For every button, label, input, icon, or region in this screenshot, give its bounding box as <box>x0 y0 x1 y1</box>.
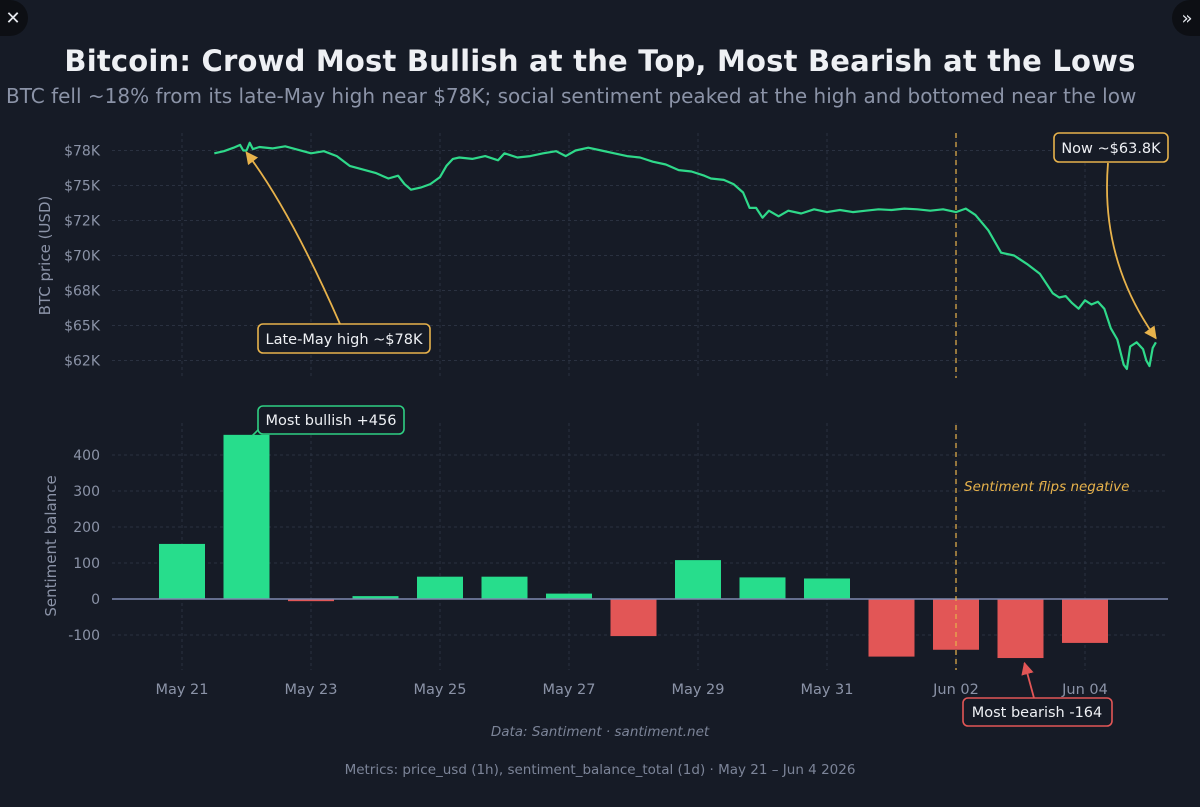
chart-subtitle: BTC fell ~18% from its late-May high nea… <box>6 84 1137 108</box>
x-tick-label: May 21 <box>155 682 208 698</box>
x-tick-label: May 23 <box>284 682 337 698</box>
high-callout-box <box>257 323 431 354</box>
sent-y-axis-label: Sentiment balance <box>42 475 60 616</box>
bullish-callout-label: Most bullish +456 <box>266 413 397 429</box>
price-y-tick-label: $70K <box>64 249 101 265</box>
sentiment-bar <box>804 578 850 599</box>
price-series-line <box>214 141 1157 370</box>
sentiment-bar <box>481 576 528 599</box>
sentiment-bar <box>675 560 721 599</box>
sentiment-bar <box>417 576 463 599</box>
price-y-tick-label: $75K <box>64 179 101 195</box>
sentiment-bar <box>546 593 592 599</box>
x-tick-label: May 27 <box>542 682 595 698</box>
bullish-callout-box <box>257 405 405 435</box>
price-y-tick-label: $72K <box>64 214 101 230</box>
sentiment-bar <box>868 599 915 657</box>
data-source-note: Data: Santiment · santiment.net <box>490 724 710 740</box>
price-y-tick-label: $65K <box>64 319 101 335</box>
sent-y-tick-label: -100 <box>68 628 100 644</box>
sentiment-bar <box>288 599 334 602</box>
sentiment-bar <box>997 599 1044 659</box>
now-callout-arrow <box>1106 162 1157 340</box>
high-callout-arrow <box>245 151 341 325</box>
sentiment-bar <box>739 577 786 599</box>
x-tick-label: Jun 02 <box>932 682 979 698</box>
sent-y-tick-label: 300 <box>73 484 100 500</box>
price-y-tick-label: $78K <box>64 144 101 160</box>
sent-y-tick-label: 200 <box>73 520 100 536</box>
chart-title: Bitcoin: Crowd Most Bullish at the Top, … <box>64 44 1136 78</box>
bullish-callout-pointer <box>251 429 259 437</box>
price-y-tick-label: $68K <box>64 284 101 300</box>
sent-y-tick-label: 0 <box>91 592 100 608</box>
x-tick-label: May 29 <box>671 682 724 698</box>
sentiment-bar <box>1062 599 1108 643</box>
bearish-callout-label: Most bearish -164 <box>972 705 1103 721</box>
sentiment-marker-label: Sentiment flips negative <box>964 479 1129 495</box>
sentiment-bar <box>223 434 270 599</box>
sentiment-bar <box>159 543 205 599</box>
price-y-tick-label: $62K <box>64 354 101 370</box>
sentiment-bar <box>610 599 657 637</box>
bearish-callout-box <box>962 697 1113 727</box>
sent-y-tick-label: 100 <box>73 556 100 572</box>
price-y-axis-label: BTC price (USD) <box>36 196 54 316</box>
close-icon[interactable]: ✕ <box>0 0 28 36</box>
sent-y-tick-label: 400 <box>73 448 100 464</box>
sentiment-bar <box>352 596 399 599</box>
metrics-note: Metrics: price_usd (1h), sentiment_balan… <box>344 762 856 778</box>
now-callout-box <box>1053 132 1169 163</box>
x-tick-label: Jun 04 <box>1061 682 1108 698</box>
bearish-callout-arrow <box>1021 661 1035 699</box>
high-callout-label: Late-May high ~$78K <box>266 332 423 348</box>
now-callout-label: Now ~$63.8K <box>1061 141 1161 157</box>
x-tick-label: May 31 <box>800 682 853 698</box>
double-chevron-right-icon[interactable]: » <box>1172 0 1200 36</box>
x-tick-label: May 25 <box>413 682 466 698</box>
